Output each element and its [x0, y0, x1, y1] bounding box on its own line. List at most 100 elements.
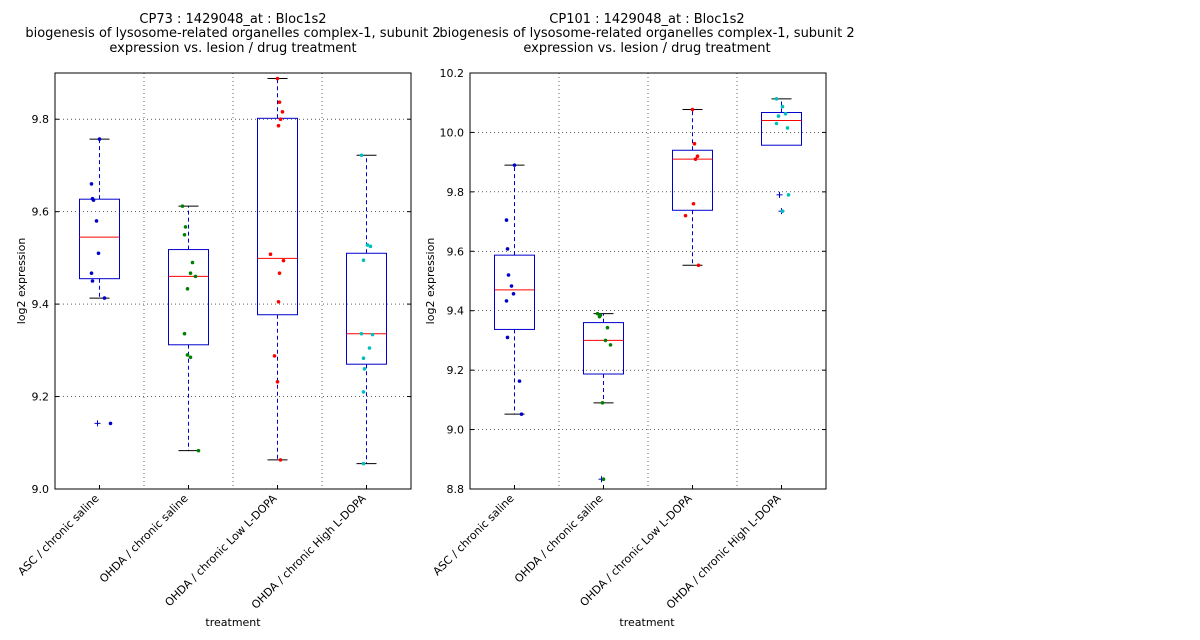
y-tick-label: 9.4	[32, 298, 50, 311]
data-point	[512, 163, 517, 167]
y-tick-label: 9.8	[447, 186, 465, 199]
data-point	[182, 232, 187, 237]
y-tick-label: 8.8	[447, 483, 465, 496]
data-point	[361, 461, 366, 466]
data-point	[597, 314, 602, 319]
data-point	[268, 252, 273, 256]
data-point	[600, 401, 605, 405]
data-point	[275, 379, 280, 384]
data-point	[506, 273, 511, 277]
x-tick-label: OHDA / chronic saline	[97, 492, 191, 586]
data-point	[505, 247, 510, 251]
data-point	[683, 213, 688, 218]
y-tick-label: 9.0	[447, 424, 465, 437]
box-rect	[79, 198, 120, 280]
data-point	[102, 296, 107, 300]
data-point	[692, 141, 697, 146]
data-point	[108, 421, 113, 426]
y-tick-label: 9.6	[32, 206, 50, 219]
x-tick-label: ASC / chronic saline	[430, 492, 516, 578]
data-point	[275, 76, 280, 81]
data-point	[359, 331, 364, 336]
box-2	[672, 109, 713, 266]
data-point	[783, 111, 788, 116]
data-point	[96, 251, 101, 256]
chart-title-line-2: biogenesis of lysosome-related organelle…	[25, 26, 440, 41]
y-axis-label: log2 expression	[15, 238, 28, 325]
data-point	[517, 379, 522, 383]
data-point	[696, 263, 701, 268]
y-tick-label: 9.2	[447, 364, 465, 377]
y-axis-label: log2 expression	[424, 238, 437, 325]
data-point	[504, 299, 509, 303]
y-tick-label: 10.2	[440, 67, 465, 80]
data-point	[368, 244, 373, 249]
chart-title-line-1: CP101 : 1429048_at : Bloc1s2	[549, 12, 744, 27]
data-point	[281, 258, 286, 263]
data-point	[277, 271, 282, 275]
data-point	[362, 367, 367, 371]
data-point	[280, 110, 285, 114]
chart-title-line-1: CP73 : 1429048_at : Bloc1s2	[139, 12, 326, 27]
y-tick-label: 9.6	[447, 245, 465, 258]
data-point	[180, 204, 185, 208]
data-point	[276, 123, 281, 128]
data-point	[361, 258, 366, 263]
data-point	[509, 284, 514, 288]
data-point	[693, 157, 698, 161]
data-point	[780, 104, 785, 109]
x-axis-label: treatment	[619, 616, 675, 629]
data-point	[276, 300, 281, 304]
box-rect	[257, 117, 298, 316]
data-point	[89, 271, 94, 275]
data-point	[188, 271, 193, 275]
data-point	[361, 356, 366, 360]
data-point	[601, 477, 606, 481]
data-point	[504, 218, 509, 222]
data-point	[774, 97, 779, 101]
box-2	[257, 78, 298, 461]
data-point	[278, 458, 283, 462]
box-0	[79, 138, 120, 427]
box-rect	[583, 322, 624, 375]
outlier-marker	[94, 420, 101, 427]
data-point	[695, 154, 700, 158]
x-tick-label: ASC / chronic saline	[15, 492, 101, 578]
data-point	[183, 225, 188, 229]
y-tick-label: 9.0	[32, 483, 50, 496]
chart-title-line-2: biogenesis of lysosome-related organelle…	[439, 26, 854, 41]
plot-frame	[469, 72, 827, 490]
data-point	[91, 198, 96, 202]
data-point	[361, 390, 366, 394]
data-point	[603, 338, 608, 343]
box-rect	[672, 149, 713, 211]
chart-cp73: CP73 : 1429048_at : Bloc1s2 biogenesis o…	[15, 12, 441, 629]
data-point	[691, 201, 696, 206]
box-3	[761, 98, 802, 215]
data-point	[188, 355, 193, 360]
data-point	[365, 243, 370, 247]
y-tick-label: 9.4	[447, 305, 465, 318]
data-point	[519, 412, 524, 416]
plot-frame	[54, 72, 412, 490]
data-point	[511, 291, 516, 296]
data-point	[780, 209, 785, 213]
x-axis-label: treatment	[205, 616, 261, 629]
data-point	[94, 219, 99, 223]
data-point	[182, 331, 187, 336]
data-point	[90, 279, 95, 283]
data-point	[278, 117, 283, 122]
data-point	[196, 448, 201, 453]
box-1	[168, 205, 209, 452]
data-point	[193, 274, 198, 279]
box-rect	[168, 249, 209, 346]
box-rect	[494, 254, 535, 330]
chart-cp101: CP101 : 1429048_at : Bloc1s2 biogenesis …	[424, 12, 855, 629]
data-point	[190, 260, 195, 265]
data-point	[277, 100, 282, 104]
data-point	[608, 343, 613, 347]
data-point	[359, 153, 364, 158]
y-tick-label: 9.2	[32, 391, 50, 404]
data-point	[776, 114, 781, 118]
